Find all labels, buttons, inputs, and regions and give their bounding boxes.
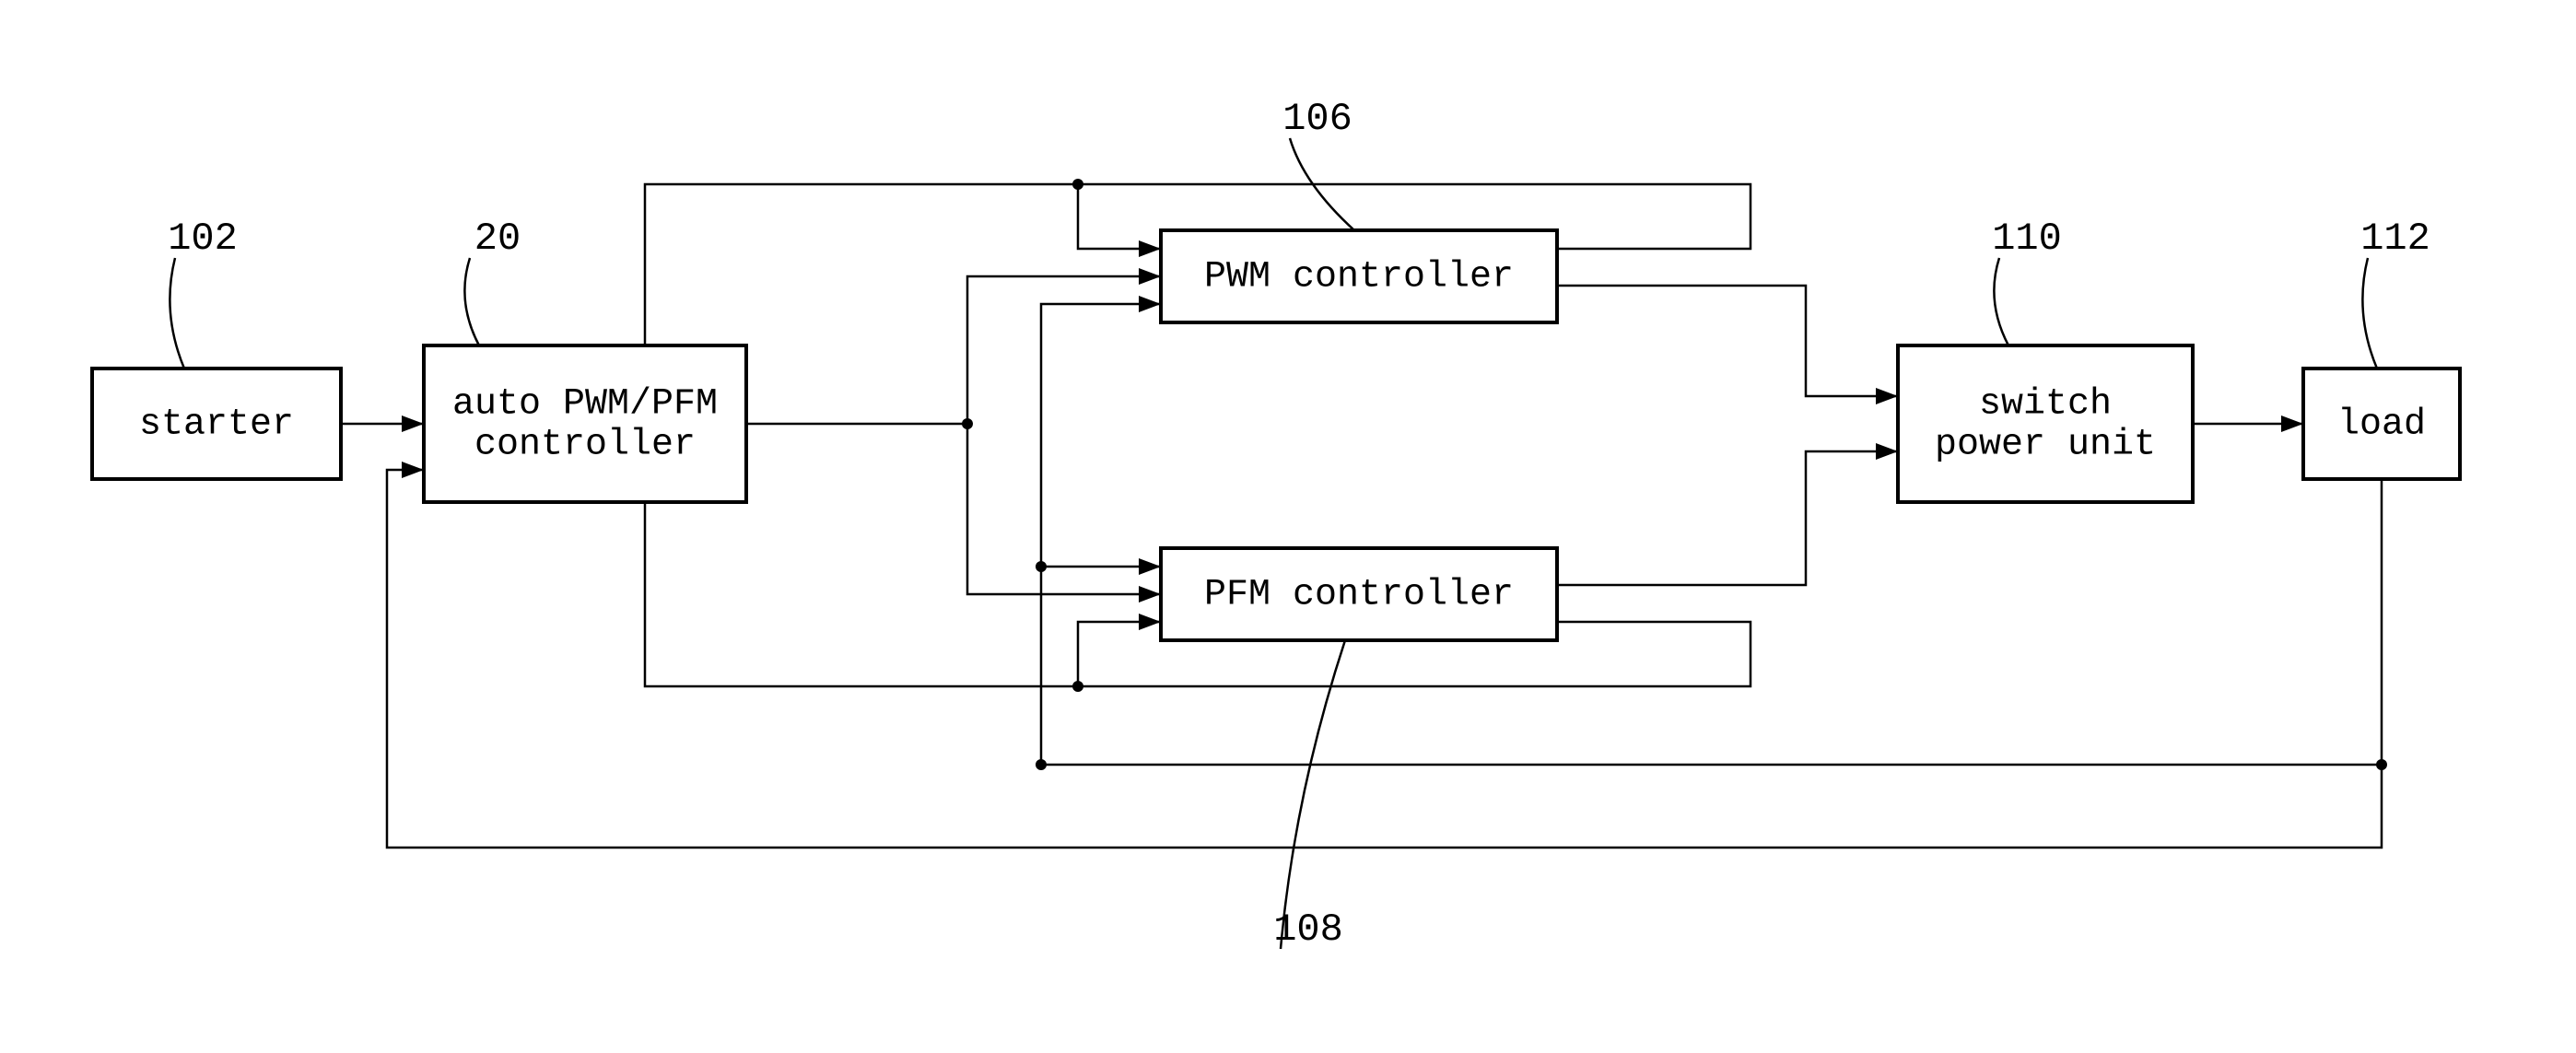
starter-label: starter <box>139 404 294 446</box>
pwm-ref-number: 106 <box>1282 97 1352 141</box>
switch-label: power unit <box>1935 425 2156 466</box>
switch-ref-leader <box>1994 258 2008 345</box>
load-ref-leader <box>2362 258 2377 369</box>
auto-label: auto PWM/PFM <box>452 384 718 426</box>
block-diagram: starter auto PWM/PFMcontroller PWM control… <box>0 0 2576 1053</box>
load-ref-number: 112 <box>2360 216 2430 261</box>
auto-ref-leader <box>464 258 479 345</box>
switch-ref-number: 110 <box>1992 216 2062 261</box>
starter-ref-leader <box>170 258 184 369</box>
pfm-label: PFM controller <box>1204 575 1514 616</box>
auto-label: controller <box>474 425 696 466</box>
load-label: load <box>2337 404 2426 446</box>
auto-ref-number: 20 <box>474 216 521 261</box>
switch-label: switch <box>1979 384 2112 426</box>
starter-ref-number: 102 <box>168 216 238 261</box>
pwm-label: PWM controller <box>1204 257 1514 298</box>
